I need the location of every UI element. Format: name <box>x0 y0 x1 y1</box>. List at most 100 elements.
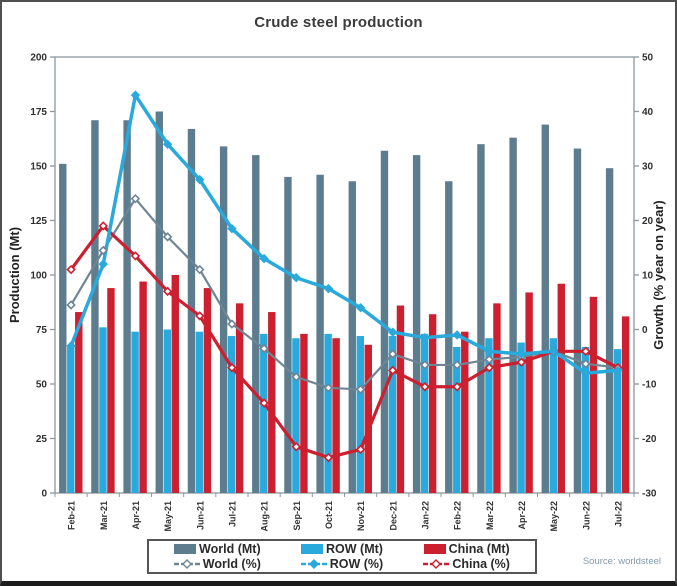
bar-china-mt--Mar-22 <box>493 303 501 493</box>
marker-china--Nov-21 <box>355 444 366 455</box>
legend-label: World (Mt) <box>199 542 261 557</box>
right-axis-tick-label: 0 <box>642 325 648 336</box>
marker-row--May-21 <box>162 139 173 149</box>
bar-world-mt--Apr-22 <box>509 137 517 493</box>
bar-world-mt--Dec-21 <box>380 150 389 494</box>
bar-world-mt--Mar-22 <box>477 144 485 493</box>
marker-row--Sep-21 <box>291 273 301 283</box>
marker-row--Jul-22 <box>613 365 623 376</box>
marker-china--Feb-22 <box>452 381 462 392</box>
legend-item-china-: China (%) <box>404 557 529 571</box>
left-axis-tick-label: 25 <box>36 434 48 445</box>
bar-world-mt--Jun-22 <box>573 148 582 493</box>
marker-china--Jun-22 <box>581 346 591 357</box>
bar-world-mt--May-21 <box>155 111 163 493</box>
bar-row-mt--Sep-21 <box>292 338 300 493</box>
bar-row-mt--Nov-21 <box>356 336 364 493</box>
right-axis-tick-label: 40 <box>642 107 654 118</box>
marker-china--Aug-21 <box>259 398 269 408</box>
bar-row-mt--Apr-22 <box>517 342 525 493</box>
bar-world-mt--Jul-22 <box>605 168 614 493</box>
x-axis-category-label: Jul-22 <box>613 501 623 527</box>
marker-world--Jun-22 <box>581 359 591 369</box>
x-axis-category-label: Aug-21 <box>260 501 270 532</box>
marker-china--Jul-21 <box>227 362 237 373</box>
marker-row--Aug-21 <box>259 253 269 264</box>
bar-world-mt--Sep-21 <box>284 176 292 493</box>
x-axis-category-label: Apr-21 <box>131 501 141 530</box>
marker-china--Mar-21 <box>98 221 108 231</box>
right-axis-tick-label: 50 <box>642 53 654 64</box>
bar-china-mt--Sep-21 <box>300 333 308 493</box>
marker-world--Apr-21 <box>130 193 141 204</box>
left-axis-tick-label: 100 <box>30 271 47 282</box>
marker-china--May-21 <box>162 286 173 297</box>
bar-china-mt--Jun-21 <box>203 288 212 493</box>
bar-world-mt--Feb-21 <box>59 163 67 493</box>
bar-world-mt--May-22 <box>541 124 549 493</box>
right-axis-title: Growth (% year on year) <box>651 200 666 350</box>
bar-china-mt--Aug-21 <box>268 312 276 493</box>
marker-row--Feb-22 <box>452 330 462 340</box>
marker-china--Apr-21 <box>130 251 141 261</box>
bar-row-mt--Feb-21 <box>67 346 75 493</box>
right-axis-tick-label: -20 <box>642 434 657 445</box>
marker-china--Sep-21 <box>291 441 301 452</box>
marker-row--Apr-22 <box>516 349 527 359</box>
marker-world--Jul-21 <box>227 319 237 329</box>
legend-swatch <box>423 558 450 569</box>
legend-label: China (%) <box>452 556 510 571</box>
x-axis-category-label: Jun-22 <box>581 501 591 530</box>
marker-row--Oct-21 <box>323 283 334 294</box>
right-axis-tick-label: 30 <box>642 162 654 173</box>
bar-china-mt--Dec-21 <box>396 305 405 493</box>
marker-world--Mar-21 <box>98 245 108 256</box>
marker-world--Jun-21 <box>195 264 205 275</box>
x-axis-category-label: Oct-21 <box>324 501 334 529</box>
bar-china-mt--May-22 <box>557 283 565 493</box>
left-axis-title: Production (Mt) <box>7 227 22 323</box>
marker-row--Jun-21 <box>195 174 205 185</box>
bar-china-mt--May-21 <box>171 275 179 493</box>
x-axis-category-label: Apr-22 <box>517 501 527 530</box>
marker-row--Feb-21 <box>66 341 76 351</box>
x-axis-category-label: Jun-21 <box>195 501 205 530</box>
x-axis-category-label: Jan-22 <box>420 501 430 530</box>
left-axis-tick-label: 200 <box>30 53 47 64</box>
right-axis-tick-label: -30 <box>642 489 657 500</box>
bar-world-mt--Jan-22 <box>412 155 421 493</box>
marker-world--Feb-22 <box>452 360 462 370</box>
legend-swatch <box>300 558 327 569</box>
line-china- <box>69 224 619 460</box>
marker-world--Feb-21 <box>66 300 76 310</box>
x-axis-category-label: Feb-21 <box>67 501 77 530</box>
marker-row--Jul-21 <box>227 223 237 234</box>
marker-row--May-22 <box>548 346 559 357</box>
bar-row-mt--Mar-22 <box>485 338 493 493</box>
legend-item-world-mt-: World (Mt) <box>155 542 280 556</box>
bar-row-mt--Feb-22 <box>453 346 461 493</box>
bar-china-mt--Mar-21 <box>107 288 115 493</box>
legend-swatch <box>174 544 197 555</box>
bar-row-mt--Jan-22 <box>420 333 429 493</box>
right-axis-tick-label: 20 <box>642 216 654 227</box>
x-axis-category-label: May-22 <box>549 501 559 532</box>
line-world- <box>70 197 619 391</box>
bar-china-mt--Jan-22 <box>428 314 437 493</box>
chart-legend: World (Mt) ROW (Mt) China (Mt) World (%) ROW… <box>147 539 537 574</box>
bar-row-mt--Jul-21 <box>227 336 236 493</box>
x-axis-category-label: May-21 <box>163 501 173 532</box>
marker-world--Aug-21 <box>259 343 269 354</box>
marker-row--Nov-21 <box>355 302 366 313</box>
x-axis-category-label: Feb-22 <box>453 501 463 530</box>
x-axis-category-label: Mar-22 <box>485 501 495 530</box>
marker-row--Mar-21 <box>98 259 108 269</box>
marker-world--Jan-22 <box>420 360 430 370</box>
marker-china--Jun-21 <box>195 311 205 321</box>
line-row- <box>69 93 619 375</box>
bar-row-mt--May-21 <box>163 329 171 493</box>
right-axis-tick-label: -10 <box>642 380 657 391</box>
legend-item-world-: World (%) <box>155 557 280 571</box>
bar-china-mt--Apr-21 <box>139 281 147 493</box>
marker-world--Sep-21 <box>291 372 301 382</box>
